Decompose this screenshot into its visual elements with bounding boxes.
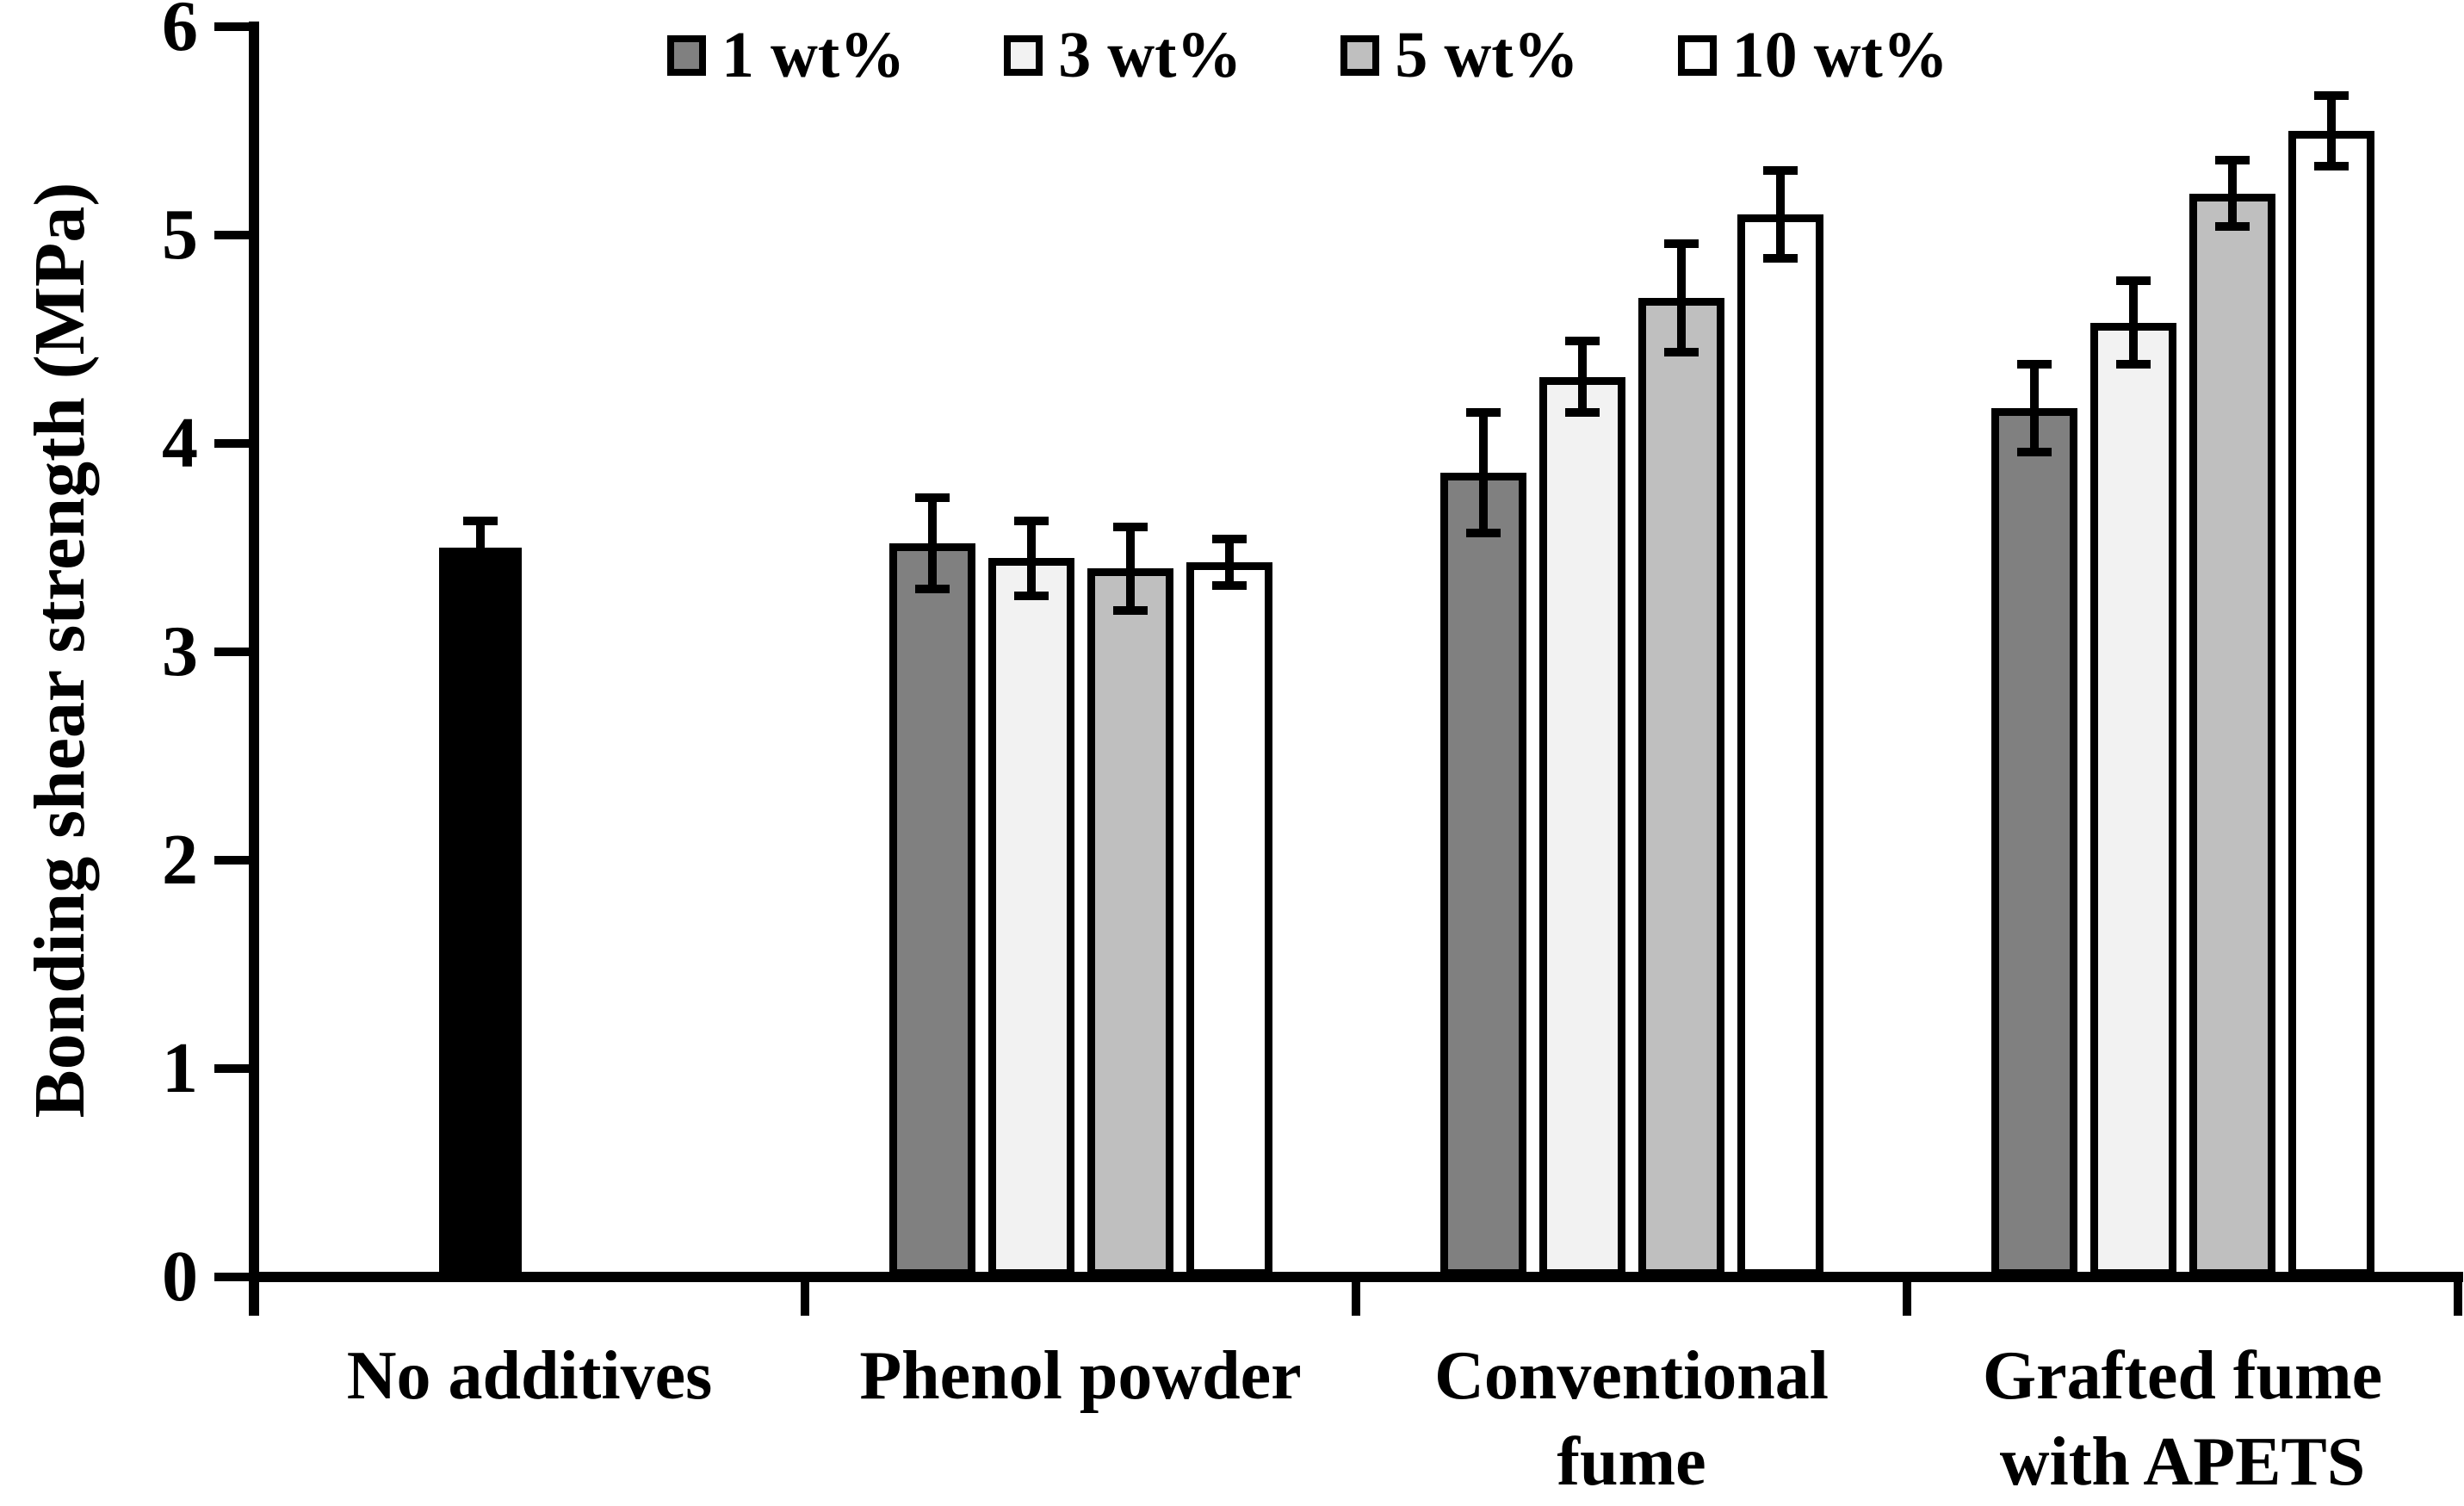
legend-label: 3 wt% [1058,19,1242,91]
error-bar-whisker [1677,243,1686,352]
error-bar-whisker [2327,95,2336,167]
category-label: No additives [254,1333,805,1419]
error-bar-cap-top [1113,522,1148,531]
category-label-line: with APETS [1999,1424,2366,1500]
legend: 1 wt% 3 wt% 5 wt% 10 wt% [667,12,1948,98]
bar-phenol-powder-10wt% [1186,561,1272,1277]
category-label: Phenol powder [805,1333,1356,1419]
category-label-line: Conventional [1434,1338,1829,1414]
error-bar-cap-top [1212,535,1247,544]
y-axis [249,22,259,1316]
y-tick-mark [214,856,254,865]
category-label-line: No additives [346,1338,713,1414]
x-tick-mark [250,1277,258,1316]
y-tick-label: 6 [162,0,198,66]
error-bar-whisker [1479,412,1488,534]
y-tick-mark [214,1064,254,1073]
bar-conventional-fume-10wt% [1737,214,1823,1277]
legend-item: 10 wt% [1677,12,1948,98]
y-tick-mark [214,439,254,448]
error-bar-cap-bottom [2116,360,2151,369]
y-tick-mark [214,231,254,239]
legend-item: 1 wt% [667,12,905,98]
legend-swatch-icon [1340,34,1380,76]
error-bar-whisker [1027,520,1036,596]
legend-item: 5 wt% [1340,12,1579,98]
x-tick-mark [1903,1277,1911,1316]
error-bar-cap-bottom [1763,253,1798,263]
category-label-line: fume [1557,1424,1706,1500]
error-bar-cap-top [2215,155,2250,164]
legend-label: 10 wt% [1731,19,1948,91]
error-bar-cap-bottom [1664,347,1699,356]
bar-conventional-fume-5wt% [1638,297,1724,1277]
x-tick-mark [2454,1277,2462,1316]
error-bar-cap-bottom [2215,222,2250,232]
bar-conventional-fume-1wt% [1440,472,1526,1277]
legend-label: 5 wt% [1395,19,1579,91]
error-bar-cap-bottom [1565,407,1600,417]
bar-grafted-fume-with-apets-3wt% [2090,322,2176,1277]
error-bar-cap-top [1763,165,1798,175]
error-bar-cap-bottom [1212,580,1247,590]
legend-swatch-icon [667,34,706,76]
error-bar-cap-bottom [2017,447,2052,456]
bar-conventional-fume-3wt% [1539,376,1625,1277]
category-label: Conventional fume [1356,1333,1907,1505]
error-bar-control-cap-bottom [463,570,498,579]
error-bar-cap-bottom [2314,162,2349,171]
y-tick-label: 4 [162,403,198,483]
bar-grafted-fume-with-apets-5wt% [2189,193,2275,1277]
bar-grafted-fume-with-apets-10wt% [2288,131,2374,1277]
error-bar-cap-top [2017,360,2052,369]
error-bar-cap-top [2314,90,2349,100]
bar-phenol-powder-3wt% [988,558,1074,1277]
y-tick-label: 3 [162,611,198,691]
error-bar-control-whisker [476,520,485,575]
legend-swatch-icon [1004,34,1043,76]
x-tick-mark [801,1277,809,1316]
y-tick-mark [214,648,254,656]
x-tick-mark [1352,1277,1360,1316]
error-bar-cap-bottom [1466,529,1501,538]
y-tick-label: 0 [162,1236,198,1317]
error-bar-control-cap-top [463,516,498,525]
legend-label: 1 wt% [721,19,906,91]
bar-phenol-powder-1wt% [889,543,975,1277]
legend-swatch-icon [1677,34,1717,76]
error-bar-cap-top [1664,239,1699,248]
error-bar-cap-bottom [915,585,950,594]
y-tick-label: 2 [162,820,198,900]
error-bar-whisker [1225,539,1234,586]
y-tick-mark [214,1273,254,1281]
error-bar-cap-top [915,493,950,502]
bar-grafted-fume-with-apets-1wt% [1991,407,2077,1277]
error-bar-cap-top [1565,337,1600,346]
error-bar-whisker [1578,341,1587,412]
legend-item: 3 wt% [1004,12,1241,98]
error-bar-cap-top [1466,407,1501,417]
error-bar-cap-bottom [1113,605,1148,615]
y-tick-mark [214,22,254,31]
error-bar-whisker [928,497,937,590]
category-label-line: Phenol powder [859,1338,1302,1414]
category-label-line: Grafted fume [1982,1338,2383,1414]
bar-no-additives-control [439,548,522,1277]
y-tick-label: 5 [162,195,198,275]
category-label: Grafted fume with APETS [1907,1333,2458,1505]
error-bar-whisker [2129,281,2138,365]
error-bar-cap-top [2116,276,2151,286]
bar-phenol-powder-5wt% [1087,568,1173,1277]
error-bar-whisker [2228,159,2237,227]
error-bar-whisker [2030,364,2039,452]
error-bar-cap-top [1014,516,1049,525]
error-bar-whisker [1776,170,1785,258]
y-tick-label: 1 [162,1028,198,1108]
error-bar-cap-bottom [1014,591,1049,600]
error-bar-whisker [1126,526,1135,610]
